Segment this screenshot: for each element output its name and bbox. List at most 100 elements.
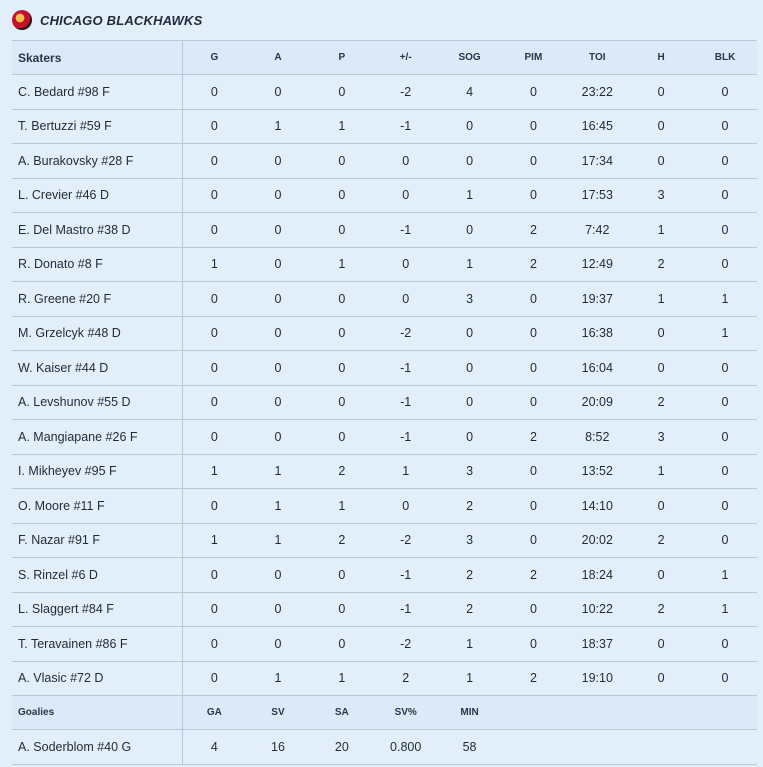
- skater-stat: 20:09: [565, 384, 630, 420]
- skater-stat: 0: [246, 212, 310, 247]
- skater-name: W. Kaiser #44 D: [12, 350, 183, 385]
- skater-name: L. Crevier #46 D: [12, 177, 183, 213]
- skater-stat: -1: [373, 419, 438, 454]
- skater-name: S. Rinzel #6 D: [12, 557, 183, 592]
- skater-header-label: Skaters: [12, 40, 183, 75]
- skater-name: I. Mikheyev #95 F: [12, 453, 183, 489]
- team-header: CHICAGO BLACKHAWKS: [0, 0, 763, 40]
- skater-stat: 0: [309, 384, 374, 420]
- skater-stat: 0: [501, 177, 566, 213]
- skater-stat: 0: [693, 212, 757, 247]
- skater-header--: +/-: [373, 40, 438, 75]
- skater-stat: 1: [629, 212, 694, 247]
- skater-stat: 0: [182, 557, 247, 592]
- goalie-name: A. Soderblom #40 G: [12, 729, 183, 765]
- skater-stat: 0: [501, 384, 566, 420]
- skater-stat: 10:22: [565, 591, 630, 627]
- skater-stat: 0: [693, 522, 757, 558]
- skater-stat: 0: [693, 419, 757, 454]
- skater-name: R. Greene #20 F: [12, 281, 183, 316]
- skater-stat: -1: [373, 384, 438, 420]
- skater-stat: 0: [182, 384, 247, 420]
- skater-stat: 0: [501, 315, 566, 351]
- skater-stat: 17:34: [565, 143, 630, 178]
- skater-stat: 20:02: [565, 522, 630, 558]
- skater-header-blk: BLK: [693, 40, 757, 75]
- skater-stat: 2: [629, 522, 694, 558]
- skater-row: I. Mikheyev #95 F 1 1 2 1 3 0 13:52 1 0: [12, 453, 757, 489]
- skater-row: C. Bedard #98 F 0 0 0 -2 4 0 23:22 0 0: [12, 74, 757, 109]
- goalie-empty-cell: [693, 729, 757, 765]
- skater-stat: 0: [629, 660, 694, 696]
- skater-stat: 0: [309, 350, 374, 385]
- skater-stat: 0: [246, 626, 310, 661]
- skater-stat: 18:24: [565, 557, 630, 592]
- goalie-stat: 58: [437, 729, 502, 765]
- goalie-header-ga: GA: [182, 695, 247, 730]
- skater-row: E. Del Mastro #38 D 0 0 0 -1 0 2 7:42 1 0: [12, 212, 757, 247]
- skater-stat: -2: [373, 626, 438, 661]
- skater-stat: 18:37: [565, 626, 630, 661]
- skater-header-a: A: [246, 40, 310, 75]
- skater-stat: 0: [437, 315, 502, 351]
- goalie-header-empty: [629, 695, 694, 730]
- skater-stat: 16:45: [565, 108, 630, 144]
- skater-stat: 2: [373, 660, 438, 696]
- skater-row: L. Crevier #46 D 0 0 0 0 1 0 17:53 3 0: [12, 177, 757, 213]
- skater-stat: 0: [693, 246, 757, 282]
- skater-stat: 0: [373, 488, 438, 523]
- skater-stat: 0: [693, 177, 757, 213]
- skater-header-g: G: [182, 40, 247, 75]
- skater-stat: 0: [373, 177, 438, 213]
- skater-stat: -1: [373, 591, 438, 627]
- skater-stat: 0: [693, 350, 757, 385]
- skater-stat: 0: [501, 522, 566, 558]
- skater-stat: 7:42: [565, 212, 630, 247]
- skater-stat: 0: [309, 419, 374, 454]
- skater-stat: 0: [501, 591, 566, 627]
- skater-stat: 17:53: [565, 177, 630, 213]
- skater-stat: 0: [246, 591, 310, 627]
- skater-stat: 2: [309, 522, 374, 558]
- skater-stat: 0: [182, 212, 247, 247]
- skater-stat: 0: [182, 488, 247, 523]
- skater-row: A. Mangiapane #26 F 0 0 0 -1 0 2 8:52 3 0: [12, 419, 757, 454]
- skater-stat: 0: [246, 315, 310, 351]
- skater-name: A. Burakovsky #28 F: [12, 143, 183, 178]
- skater-stat: 0: [182, 315, 247, 351]
- skater-stat: 4: [437, 74, 502, 109]
- skater-stat: 1: [246, 108, 310, 144]
- skater-stat: 1: [629, 453, 694, 489]
- skater-stat: 0: [182, 74, 247, 109]
- skater-stat: 1: [437, 177, 502, 213]
- skater-stat: 1: [629, 281, 694, 316]
- skater-stat: 3: [437, 453, 502, 489]
- skater-stat: 1: [309, 108, 374, 144]
- skater-row: R. Greene #20 F 0 0 0 0 3 0 19:37 1 1: [12, 281, 757, 316]
- skater-stat: 1: [373, 453, 438, 489]
- skater-stat: 0: [246, 350, 310, 385]
- skater-stat: 0: [246, 246, 310, 282]
- skater-stat: 0: [246, 281, 310, 316]
- skater-stat: 0: [437, 212, 502, 247]
- skater-stat: 0: [309, 557, 374, 592]
- skater-stat: 2: [501, 557, 566, 592]
- goalie-stat: 0.800: [373, 729, 438, 765]
- skater-header-sog: SOG: [437, 40, 502, 75]
- skater-row: A. Vlasic #72 D 0 1 1 2 1 2 19:10 0 0: [12, 660, 757, 696]
- skater-stat: 0: [693, 660, 757, 696]
- skater-header-h: H: [629, 40, 694, 75]
- skater-stat: 1: [246, 488, 310, 523]
- skater-stat: 0: [693, 384, 757, 420]
- goalie-header-row: Goalies GA SV SA SV% MIN: [12, 695, 757, 730]
- skater-stat: 1: [437, 660, 502, 696]
- skater-stat: 0: [182, 660, 247, 696]
- skater-stat: 0: [693, 626, 757, 661]
- skater-stat: 0: [501, 626, 566, 661]
- skater-row: F. Nazar #91 F 1 1 2 -2 3 0 20:02 2 0: [12, 522, 757, 558]
- skater-stat: 1: [246, 453, 310, 489]
- skater-stat: 0: [182, 626, 247, 661]
- skater-stat: 0: [501, 143, 566, 178]
- skater-stat: 1: [693, 591, 757, 627]
- skater-stat: 1: [309, 660, 374, 696]
